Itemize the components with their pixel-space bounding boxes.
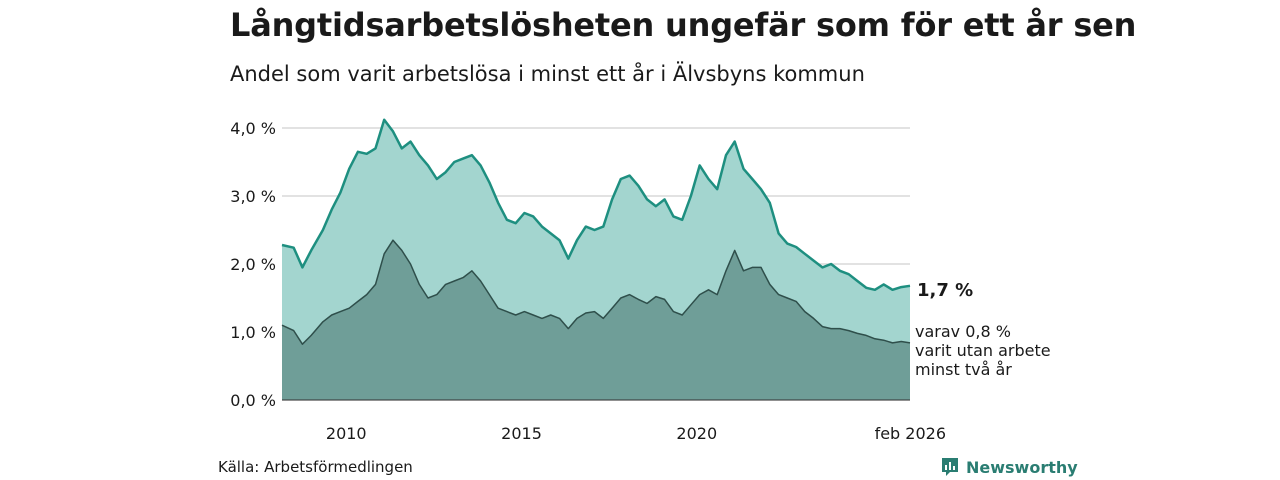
area-min2 (282, 240, 910, 400)
annotations: 1,7 % varav 0,8 % varit utan arbete mins… (915, 280, 1051, 379)
sub-annotation-line-3: minst två år (915, 360, 1012, 379)
chart-title: Långtidsarbetslösheten ungefär som för e… (230, 6, 1137, 44)
y-tick-label: 0,0 % (230, 391, 276, 410)
x-tick-label: 2015 (501, 424, 542, 443)
x-tick-label: 2010 (326, 424, 367, 443)
x-tick-label: feb 2026 (875, 424, 946, 443)
sub-annotation-line-1: varav 0,8 % (915, 322, 1011, 341)
y-tick-label: 2,0 % (230, 255, 276, 274)
brand-logo[interactable]: Newsworthy (940, 456, 1078, 478)
y-tick-label: 3,0 % (230, 187, 276, 206)
y-tick-label: 1,0 % (230, 323, 276, 342)
x-axis: 2010 2015 2020 feb 2026 (326, 424, 946, 443)
last-value-label: 1,7 % (917, 280, 973, 301)
y-tick-label: 4,0 % (230, 119, 276, 138)
chart-subtitle: Andel som varit arbetslösa i minst ett å… (230, 62, 865, 86)
brand-name: Newsworthy (966, 457, 1078, 477)
source-note: Källa: Arbetsförmedlingen (218, 458, 413, 476)
areas (281, 118, 911, 401)
line-min1 (281, 118, 911, 292)
x-tick-label: 2020 (676, 424, 717, 443)
newsworthy-logo-icon (942, 458, 958, 476)
line-min2 (281, 239, 911, 345)
y-axis: 0,0 % 1,0 % 2,0 % 3,0 % 4,0 % (230, 119, 276, 410)
sub-annotation-line-2: varit utan arbete (915, 341, 1051, 360)
